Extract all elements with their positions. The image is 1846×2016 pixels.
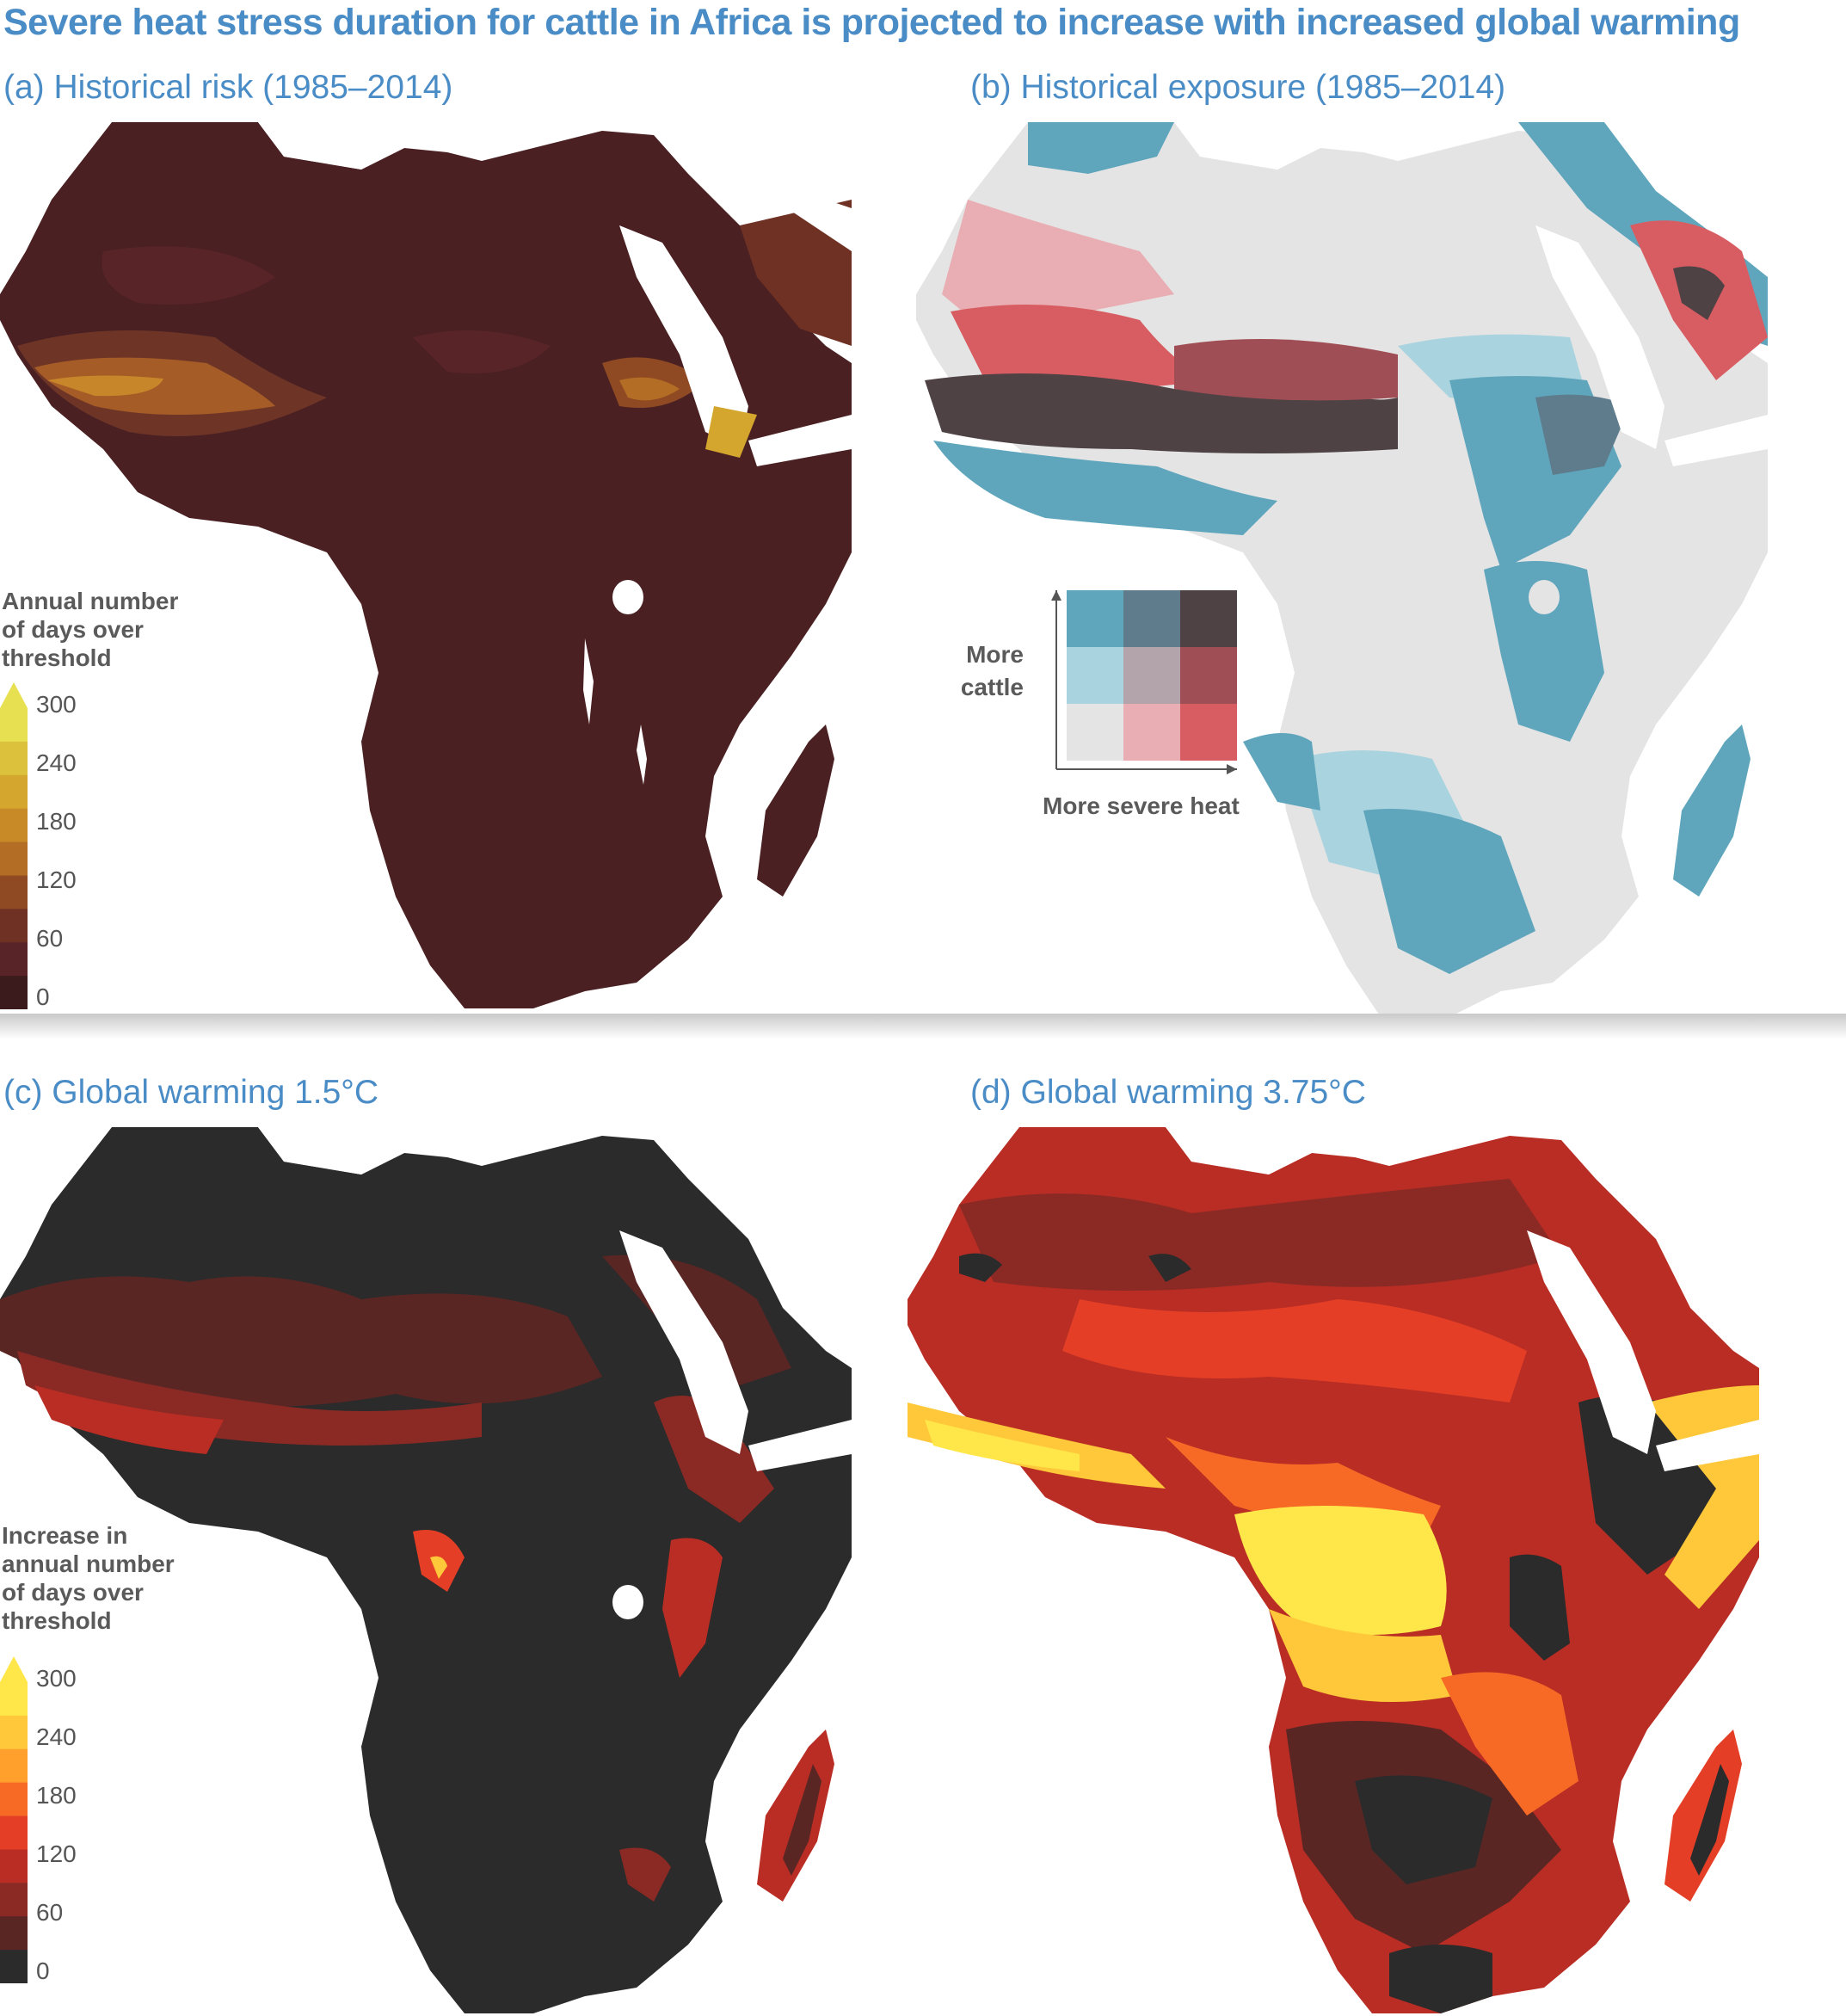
x-arrow-head: [1227, 764, 1237, 774]
panel-d-title: (d) Global warming 3.75°C: [970, 1074, 1366, 1111]
bivariate-cell: [1180, 704, 1237, 761]
scale-swatch: [0, 1682, 28, 1717]
legend-title-line: of days over: [2, 1579, 144, 1606]
bivariate-x-label: More severe heat: [1043, 792, 1240, 819]
scale-swatch: [0, 1849, 28, 1883]
figure-title: Severe heat stress duration for cattle i…: [3, 2, 1740, 43]
scale-swatch: [0, 708, 28, 743]
scale-arrow: [0, 1656, 28, 1682]
scale-swatch: [0, 774, 28, 810]
legend-title-line: Annual number: [2, 588, 179, 614]
tick-label: 180: [36, 1782, 77, 1809]
y-label-line: More: [966, 641, 1024, 668]
scale-arrow: [0, 682, 28, 708]
scale-swatch: [0, 875, 28, 909]
scale-swatch: [0, 842, 28, 876]
tick-label: 60: [36, 1899, 64, 1926]
y-label-line: cattle: [960, 674, 1024, 700]
color-scale-historical: [0, 682, 34, 1014]
bivariate-cell: [1123, 704, 1180, 761]
scale-swatch: [0, 1748, 28, 1784]
scale-swatch: [0, 1950, 28, 1984]
bivariate-cell: [1067, 704, 1123, 761]
legend-title-line: of days over: [2, 616, 144, 643]
panel-a-title: (a) Historical risk (1985–2014): [3, 69, 453, 106]
bivariate-cell: [1067, 647, 1123, 704]
map-historical-exposure: [916, 122, 1776, 1017]
legend-title-line: annual number: [2, 1551, 175, 1577]
scale-swatch: [0, 1916, 28, 1951]
map-historical-risk: [0, 122, 852, 1008]
scale-swatch: [0, 1883, 28, 1917]
color-scale-increase: [0, 1656, 34, 1988]
scale-swatch: [0, 1715, 28, 1750]
panel-divider: [0, 1014, 1846, 1039]
bivariate-cell: [1180, 590, 1237, 647]
tick-label: 120: [36, 866, 77, 893]
tick-label: 240: [36, 1723, 77, 1750]
bivariate-y-label: More cattle: [938, 638, 1024, 704]
scale-swatch: [0, 808, 28, 843]
map-warming-3-75: [908, 1127, 1776, 2013]
tick-label: 300: [36, 1665, 77, 1692]
scale-swatch: [0, 942, 28, 977]
bivariate-legend: [1048, 590, 1247, 818]
bivariate-cell: [1180, 647, 1237, 704]
scale-swatch: [0, 976, 28, 1010]
legend-title-line: Increase in: [2, 1522, 128, 1549]
bivariate-cell: [1123, 647, 1180, 704]
tick-label: 300: [36, 691, 77, 718]
scale-swatch: [0, 909, 28, 943]
scale-swatch: [0, 1782, 28, 1817]
map-warming-1-5: [0, 1127, 852, 2013]
legend-title-line: threshold: [2, 644, 112, 671]
tick-label: 0: [36, 983, 50, 1010]
panel-c-title: (c) Global warming 1.5°C: [3, 1074, 379, 1111]
legend-title-line: threshold: [2, 1607, 112, 1634]
legend-increase-title: Increase in annual number of days over t…: [2, 1521, 175, 1635]
panel-b-title: (b) Historical exposure (1985–2014): [970, 69, 1506, 106]
scale-swatch: [0, 1816, 28, 1850]
scale-swatch: [0, 741, 28, 776]
tick-label: 180: [36, 808, 77, 835]
bivariate-cell: [1067, 590, 1123, 647]
tick-label: 0: [36, 1957, 50, 1984]
y-arrow-head: [1051, 590, 1061, 601]
bivariate-cell: [1123, 590, 1180, 647]
legend-historical-title: Annual number of days over threshold: [2, 587, 178, 672]
tick-label: 60: [36, 925, 64, 952]
tick-label: 120: [36, 1840, 77, 1867]
tick-label: 240: [36, 749, 77, 776]
